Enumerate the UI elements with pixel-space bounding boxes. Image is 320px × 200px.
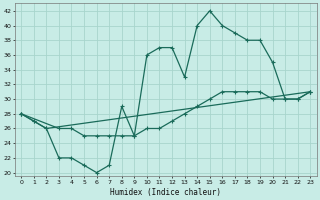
X-axis label: Humidex (Indice chaleur): Humidex (Indice chaleur): [110, 188, 221, 197]
